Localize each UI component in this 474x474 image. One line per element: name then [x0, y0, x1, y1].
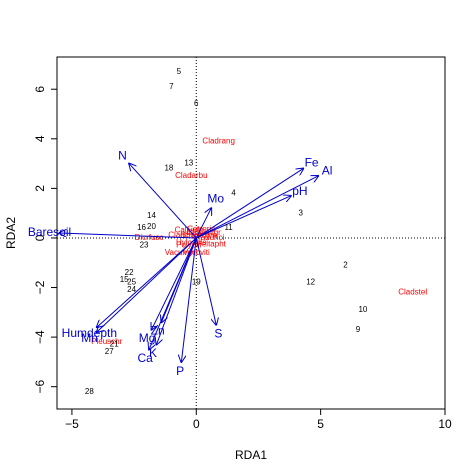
env-arrow: [97, 237, 197, 332]
env-arrow-label: S: [214, 327, 222, 341]
env-arrow-label: Ca: [137, 351, 153, 365]
y-tick-label: 4: [33, 135, 47, 142]
site-label: 6: [194, 99, 199, 108]
species-label: Cladarbu: [175, 171, 207, 180]
x-tick-label: 5: [317, 417, 324, 431]
site-label: 21: [110, 340, 119, 349]
site-label: 15: [120, 275, 129, 284]
species-label: Pleuschr: [91, 337, 122, 346]
species-label: Rhodtome: [180, 231, 217, 240]
env-arrow-label: Mg: [139, 331, 156, 345]
env-arrow-label: Zn: [151, 324, 165, 338]
site-label: 4: [231, 188, 236, 197]
site-label: 23: [140, 241, 149, 250]
env-arrow: [181, 237, 197, 362]
env-arrow: [59, 233, 197, 239]
env-arrow: [195, 237, 216, 325]
site-label: 14: [147, 211, 156, 220]
env-arrow-label: Baresoil: [28, 225, 71, 239]
env-arrow-label: Al: [322, 164, 333, 178]
species-label: Cladchlo: [168, 231, 200, 240]
y-axis-label: RDA2: [4, 217, 18, 249]
site-label: 22: [125, 268, 134, 277]
y-tick-label: −4: [33, 330, 47, 344]
site-label: 11: [224, 223, 233, 232]
site-label: 9: [356, 325, 361, 334]
env-arrow: [152, 237, 197, 330]
env-arrow: [196, 169, 303, 239]
site-label: 5: [177, 67, 182, 76]
env-arrow-label: Fe: [305, 155, 319, 169]
site-label: 13: [184, 159, 193, 168]
species-label: Vaccviti: [183, 248, 210, 257]
site-label: 20: [147, 222, 156, 231]
env-arrow: [149, 237, 197, 350]
y-tick-label: 6: [33, 86, 47, 93]
env-arrow: [195, 208, 211, 239]
species-label: Vacumyrt: [165, 248, 199, 257]
site-label: 10: [358, 305, 367, 314]
env-arrow-label: Mn: [81, 331, 98, 345]
env-arrow: [97, 237, 197, 327]
y-tick-label: 2: [33, 185, 47, 192]
y-tick-label: 0: [33, 234, 47, 241]
species-label: Cladrang: [202, 136, 234, 145]
x-tick-label: 10: [438, 417, 452, 431]
x-axis-label: RDA1: [235, 448, 267, 462]
env-arrow-label: N: [118, 148, 127, 162]
reference-lines: [57, 57, 445, 409]
species-label: Peltapht: [197, 239, 227, 248]
y-tick-label: −2: [33, 280, 47, 294]
site-label: 2: [343, 260, 348, 269]
site-label: 28: [85, 387, 94, 396]
site-label: 25: [127, 278, 136, 287]
env-arrow: [196, 196, 291, 239]
site-label: 3: [299, 208, 304, 217]
species-label: Cladunci: [193, 233, 224, 242]
x-tick-label: −5: [65, 417, 79, 431]
env-arrow: [129, 164, 197, 239]
env-arrow: [196, 176, 318, 239]
species-label: Dicrfusc: [135, 233, 164, 242]
env-arrow: [156, 237, 197, 345]
plot-frame: [56, 56, 446, 410]
site-label: 24: [127, 285, 136, 294]
y-tick-label: −6: [33, 380, 47, 394]
species-label: Cladstel: [398, 288, 427, 297]
env-arrow-label: Mo: [207, 191, 224, 205]
site-label: 18: [164, 164, 173, 173]
site-label: 16: [137, 223, 146, 232]
x-axis: −5 0 5 10: [65, 408, 452, 431]
x-tick-label: 0: [193, 417, 200, 431]
site-label: 19: [192, 278, 201, 287]
plot-area: Cladrang Cladarbu Cladstel VaccvitiVacumyrt…: [28, 67, 428, 396]
env-arrow-label: P: [176, 364, 184, 378]
env-arrow-label: K: [149, 346, 157, 360]
site-label: 12: [306, 278, 315, 287]
site-label: 27: [105, 347, 114, 356]
site-label: 7: [169, 82, 174, 91]
env-arrow-label: pH: [292, 184, 307, 198]
y-axis: −6 −4 −2 0 2 4 6: [33, 86, 58, 394]
